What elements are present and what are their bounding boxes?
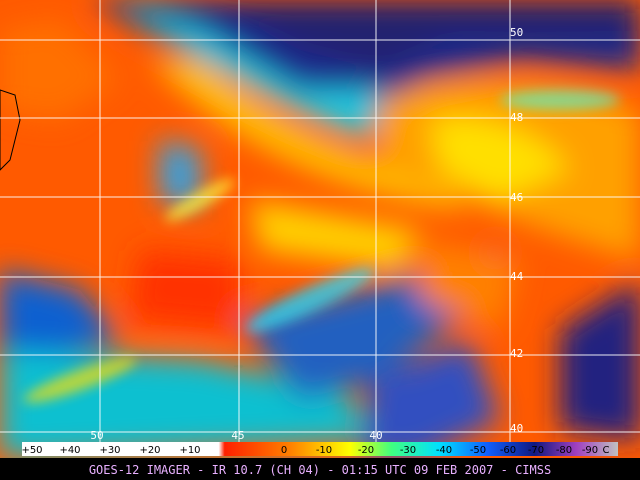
ir-imagery <box>0 0 640 458</box>
colorbar-label: -80 <box>556 445 572 456</box>
latitude-label: 46 <box>510 191 523 204</box>
colorbar-label: C <box>603 445 610 456</box>
latitude-label: 44 <box>510 270 524 283</box>
colorbar-label: -40 <box>436 445 452 456</box>
colorbar-label: -20 <box>358 445 374 456</box>
colorbar-label: -10 <box>316 445 332 456</box>
caption: GOES-12 IMAGER - IR 10.7 (CH 04) - 01:15… <box>89 463 551 477</box>
longitude-label: 45 <box>231 429 244 442</box>
colorbar-label: -50 <box>470 445 486 456</box>
latitude-label: 50 <box>510 26 523 39</box>
colorbar-label: -70 <box>528 445 544 456</box>
colorbar-label: +10 <box>179 445 200 456</box>
colorbar-label: -30 <box>400 445 416 456</box>
colorbar <box>22 442 618 456</box>
colorbar-label: +20 <box>139 445 160 456</box>
colorbar-label: +40 <box>59 445 80 456</box>
latitude-label: 42 <box>510 347 523 360</box>
colorbar-label: +50 <box>21 445 42 456</box>
colorbar-label: +30 <box>99 445 120 456</box>
caption-strip <box>0 458 640 480</box>
latitude-label: 40 <box>510 422 523 435</box>
colorbar-label: -90 <box>582 445 598 456</box>
colorbar-label: 0 <box>281 445 287 456</box>
longitude-label: 50 <box>90 429 103 442</box>
lat-lon-grid <box>0 0 640 442</box>
longitude-label: 40 <box>369 429 382 442</box>
colorbar-label: -60 <box>500 445 516 456</box>
latitude-label: 48 <box>510 111 523 124</box>
